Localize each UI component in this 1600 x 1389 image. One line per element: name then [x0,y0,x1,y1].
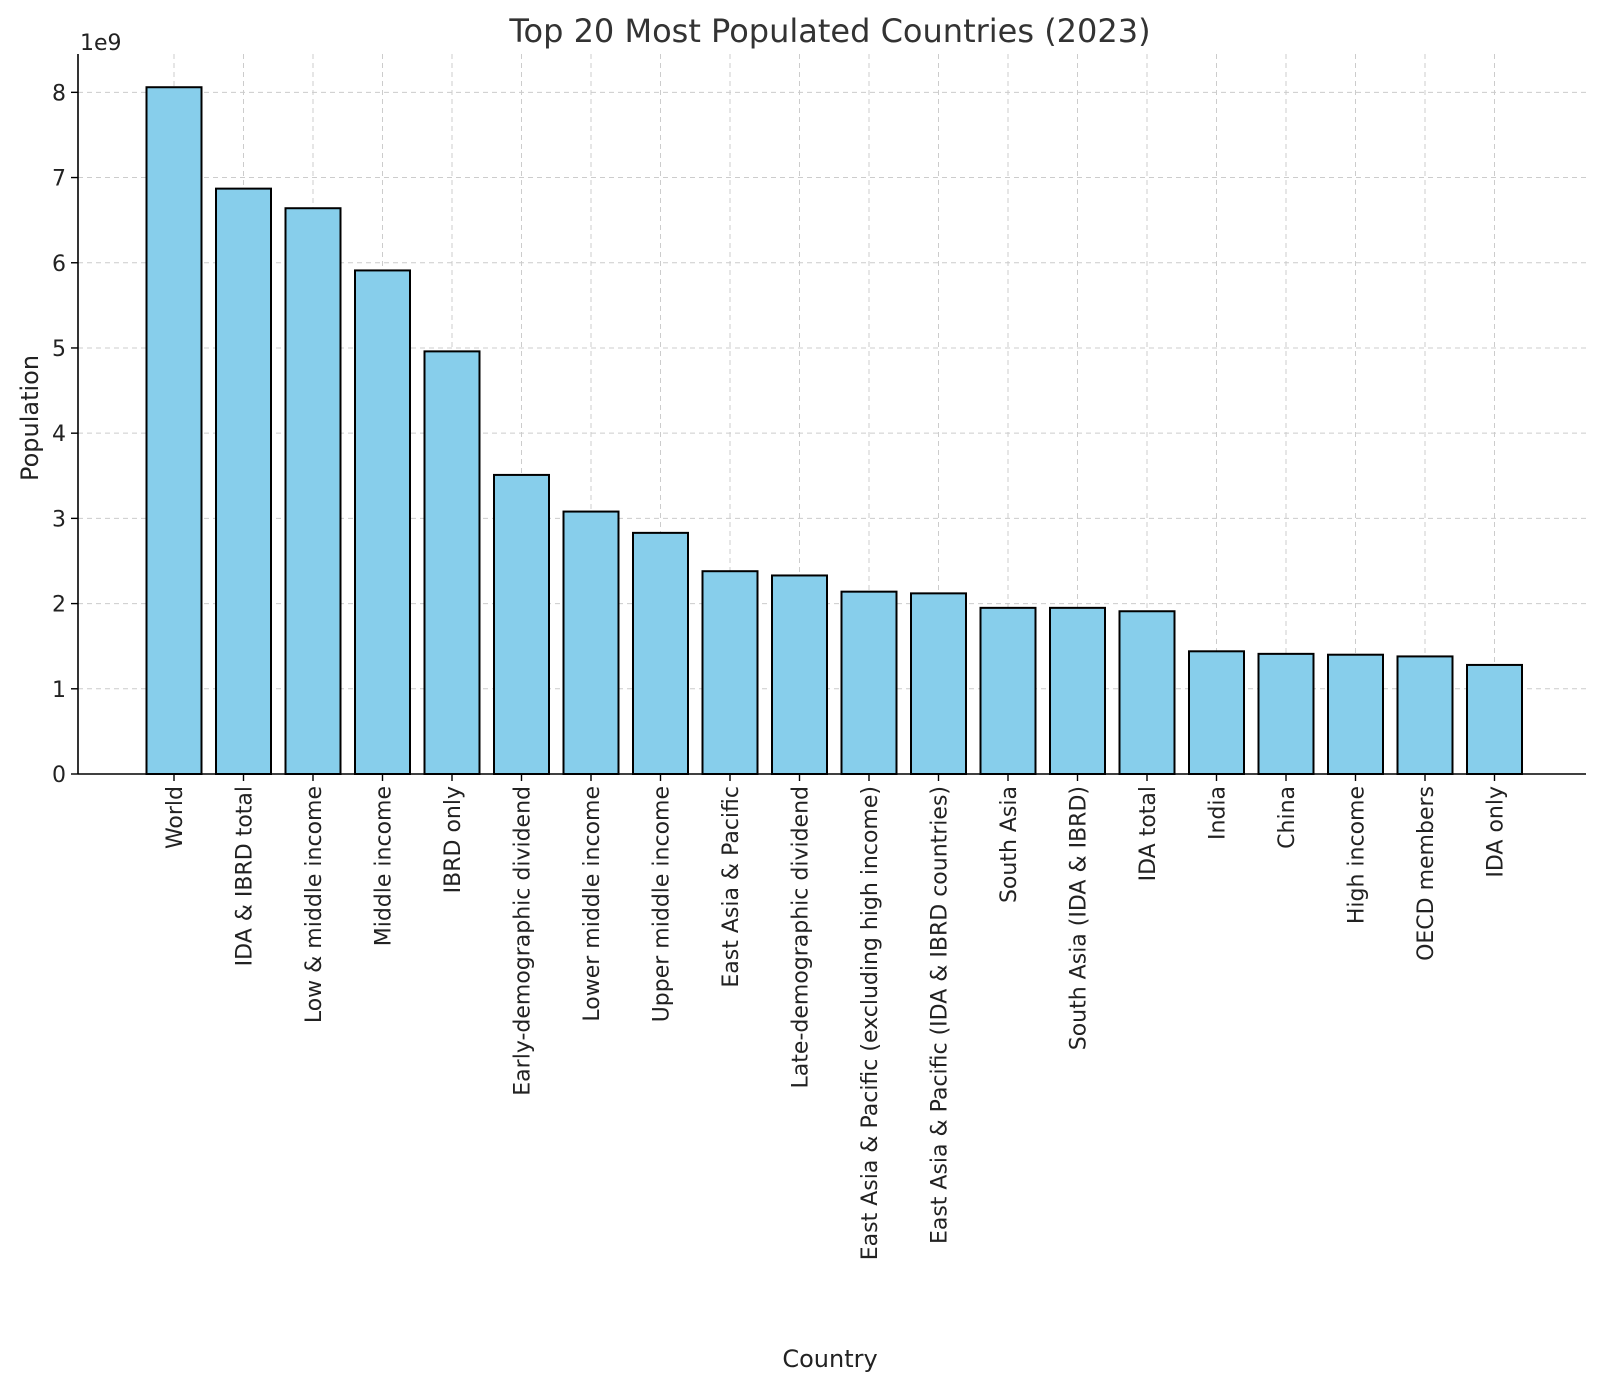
x-tick-label: World [163,786,188,849]
y-axis-label: Population [16,355,44,481]
x-tick-label: East Asia & Pacific (IDA & IBRD countrie… [928,786,953,1244]
x-tick-label: OECD members [1414,786,1439,961]
y-tick-label: 6 [52,252,66,277]
bar [354,269,411,775]
bar [701,570,759,775]
y-tick-label: 3 [52,507,66,532]
bar [215,187,272,776]
x-tick-label: India [1206,786,1231,840]
bar [1188,650,1245,775]
x-tick-label: Upper middle income [650,786,675,1022]
y-tick-label: 2 [52,593,66,618]
bar [1396,655,1454,775]
x-tick-label: IDA only [1484,786,1509,878]
y-tick-label: 1 [52,678,66,703]
bar [145,86,203,775]
x-tick-label: IDA total [1136,786,1161,881]
y-tick-label: 4 [52,422,66,447]
y-ticks: 0 1 2 3 4 5 6 7 8 [52,81,78,788]
x-tick-label: China [1275,786,1300,849]
bar [1466,663,1523,776]
axes [77,54,1586,775]
x-tick-label: South Asia [997,786,1022,903]
bar [632,531,689,775]
bar [1257,652,1315,775]
bars [145,86,1523,776]
bar [840,590,898,775]
y-tick-label: 8 [52,81,66,106]
x-tick-label: East Asia & Pacific (excluding high inco… [858,786,883,1260]
y-tick-label: 7 [52,167,66,192]
y-tick-label: 5 [52,337,66,362]
x-tick-label: IDA & IBRD total [233,786,258,966]
bar [1118,610,1176,776]
bar [493,473,550,775]
x-tick-label: IBRD only [441,786,466,893]
x-tick-label: Middle income [372,786,397,946]
grid-lines [78,54,1586,775]
x-tick-label: Low & middle income [302,786,327,1023]
x-tick-label: East Asia & Pacific [719,786,744,988]
x-ticks: World IDA & IBRD total Low & middle income… [163,774,1509,1260]
x-tick-label: Late-demographic dividend [789,786,814,1088]
x-tick-label: High income [1345,786,1370,924]
x-tick-label: Lower middle income [580,786,605,1022]
bar [1049,606,1106,775]
bar [284,207,342,775]
x-axis-label: Country [782,1345,877,1373]
bar [771,574,828,776]
x-tick-label: Early-demographic dividend [511,786,536,1096]
y-tick-label: 0 [52,763,66,788]
bar [562,510,620,775]
bar [423,350,481,775]
bar [1327,653,1384,776]
y-axis-offset-label: 1e9 [80,31,122,56]
bar [910,592,967,776]
bar [979,606,1037,775]
x-tick-label: South Asia (IDA & IBRD) [1067,786,1092,1050]
chart-title: Top 20 Most Populated Countries (2023) [508,12,1150,50]
